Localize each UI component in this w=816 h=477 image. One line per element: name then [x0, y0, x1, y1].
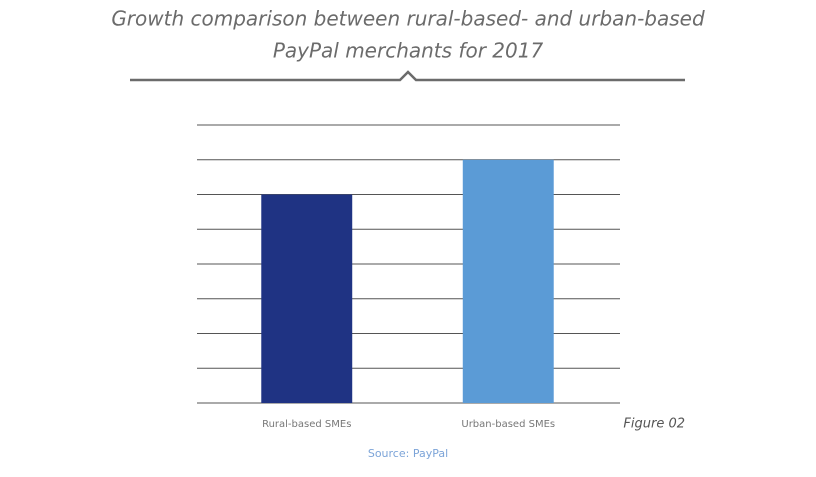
chart-title: PayPal merchants for 2017	[273, 39, 544, 63]
title-divider	[130, 70, 685, 82]
chart-title: Growth comparison between rural-based- a…	[111, 7, 705, 31]
bar	[462, 159, 554, 403]
figure-label: Figure 02	[623, 417, 685, 432]
x-tick-label: Urban-based SMEs	[461, 419, 555, 430]
source-note: Source: PayPal	[368, 447, 448, 460]
bar	[261, 194, 353, 403]
x-tick-label: Rural-based SMEs	[262, 419, 351, 430]
